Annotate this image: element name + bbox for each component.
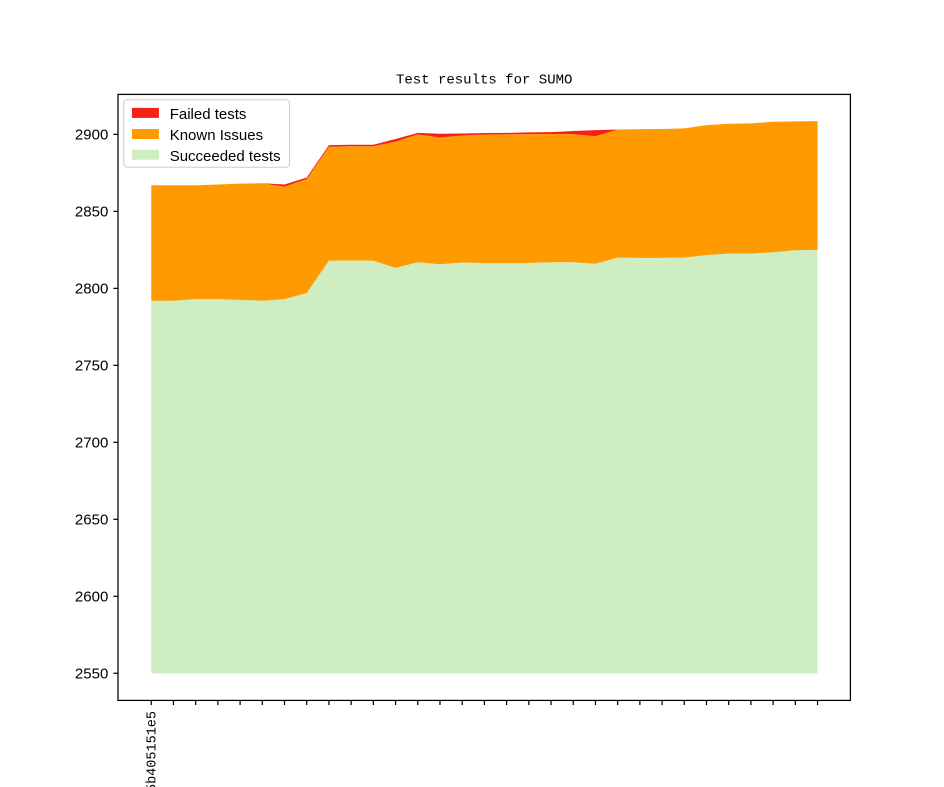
svg-text:2700: 2700 bbox=[75, 435, 108, 452]
svg-text:2800: 2800 bbox=[75, 281, 108, 298]
svg-text:2550: 2550 bbox=[75, 666, 108, 683]
svg-text:v57-5b405151e5: v57-5b405151e5 bbox=[146, 711, 161, 787]
svg-text:2900: 2900 bbox=[75, 127, 108, 144]
svg-text:2600: 2600 bbox=[75, 589, 108, 606]
svg-text:Succeeded tests: Succeeded tests bbox=[170, 148, 281, 165]
svg-text:Known Issues: Known Issues bbox=[170, 127, 263, 144]
svg-text:2750: 2750 bbox=[75, 358, 108, 375]
svg-text:2650: 2650 bbox=[75, 512, 108, 529]
svg-text:Failed tests: Failed tests bbox=[170, 106, 247, 123]
svg-text:2850: 2850 bbox=[75, 204, 108, 221]
svg-text:Test results for SUMO: Test results for SUMO bbox=[396, 73, 572, 89]
